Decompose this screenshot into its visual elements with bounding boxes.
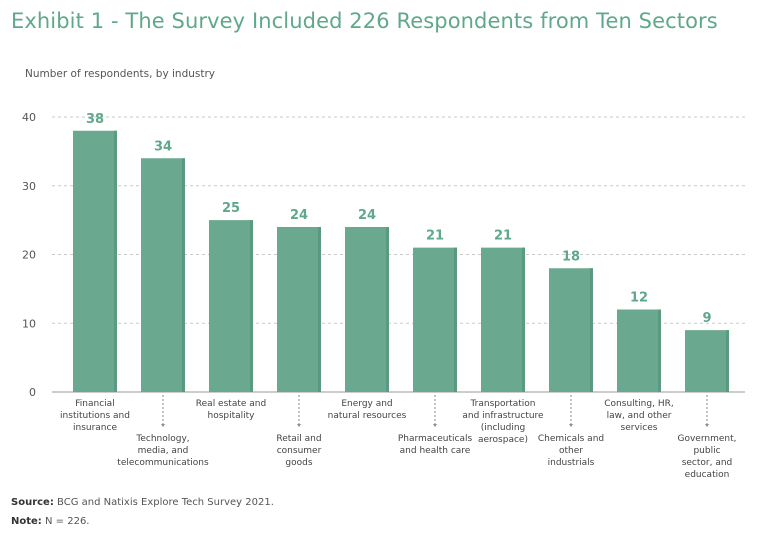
- category-label: Government, public sector, and education: [678, 434, 737, 480]
- category-label-line: and infrastructure: [462, 411, 544, 421]
- footer: Source: BCG and Natixis Explore Tech Sur…: [11, 497, 274, 535]
- data-label: 24: [290, 208, 308, 223]
- bar: [685, 330, 729, 392]
- source-label: Source:: [11, 497, 54, 508]
- category-label: Financial institutions and insurance: [60, 399, 130, 433]
- category-label-line: insurance: [73, 423, 117, 433]
- connector-arrow: [297, 424, 301, 427]
- data-label: 18: [562, 249, 580, 264]
- y-tick-label: 40: [22, 111, 36, 124]
- category-label-line: Consulting, HR,: [604, 399, 673, 409]
- bar: [617, 309, 661, 392]
- connector-arrow: [705, 424, 709, 427]
- category-label: Real estate and hospitality: [196, 399, 266, 421]
- category-label-line: Chemicals and: [538, 434, 604, 444]
- bar-edge: [522, 247, 525, 392]
- category-label-line: hospitality: [207, 411, 255, 421]
- category-label-line: other: [559, 446, 583, 456]
- data-label: 21: [494, 229, 512, 244]
- data-label: 24: [358, 208, 376, 223]
- chart-title: Exhibit 1 - The Survey Included 226 Resp…: [11, 9, 718, 33]
- category-label-line: Real estate and: [196, 399, 266, 409]
- category-label-line: Energy and: [341, 399, 392, 409]
- category-label-line: industrials: [548, 458, 595, 468]
- source-line: Source: BCG and Natixis Explore Tech Sur…: [11, 497, 274, 508]
- data-label: 38: [86, 112, 104, 127]
- bar: [345, 227, 389, 392]
- category-label-line: telecommunications: [117, 458, 209, 468]
- bar: [141, 158, 185, 392]
- y-axis-label: Number of respondents, by industry: [25, 68, 215, 80]
- category-label-line: aerospace): [478, 435, 528, 445]
- connector-arrow: [433, 424, 437, 427]
- category-label-line: (including: [481, 423, 526, 433]
- category-label-line: Pharmaceuticals: [398, 434, 473, 444]
- category-label-line: Technology,: [135, 434, 189, 444]
- bar: [209, 220, 253, 392]
- y-tick-label: 30: [22, 180, 36, 193]
- note-text: N = 226.: [45, 516, 90, 527]
- category-label-line: goods: [285, 458, 312, 468]
- note-line: Note: N = 226.: [11, 516, 274, 527]
- data-label: 34: [154, 139, 172, 154]
- connector-arrow: [161, 424, 165, 427]
- bar-edge: [386, 227, 389, 392]
- category-label-line: education: [685, 470, 730, 480]
- category-label-line: law, and other: [607, 411, 672, 421]
- category-label-line: Retail and: [276, 434, 321, 444]
- y-tick-label: 0: [29, 386, 36, 399]
- connector-arrow: [569, 424, 573, 427]
- bar: [73, 130, 117, 392]
- category-label: Energy and natural resources: [328, 399, 407, 421]
- bar-edge: [318, 227, 321, 392]
- y-tick-label: 20: [22, 249, 36, 262]
- category-label-line: sector, and: [682, 458, 733, 468]
- bar-chart: Number of respondents, by industry 0 10 20…: [22, 68, 745, 480]
- category-label: Transportation and infrastructure (includi…: [462, 399, 544, 445]
- bar-edge: [658, 309, 661, 392]
- bar-edge: [726, 330, 729, 392]
- bar-edge: [590, 268, 593, 392]
- data-label: 9: [702, 311, 711, 326]
- category-label-line: institutions and: [60, 411, 130, 421]
- category-label-line: public: [693, 446, 720, 456]
- note-label: Note:: [11, 516, 42, 527]
- y-tick-label: 10: [22, 317, 36, 330]
- category-label-line: media, and: [138, 446, 189, 456]
- bar-edge: [114, 130, 117, 392]
- category-label-line: services: [621, 423, 658, 433]
- category-label-line: Government,: [678, 434, 737, 444]
- bar-edge: [182, 158, 185, 392]
- bar: [277, 227, 321, 392]
- category-label-line: Financial: [75, 399, 114, 409]
- category-label-line: and health care: [400, 446, 471, 456]
- category-label: Pharmaceuticals and health care: [398, 434, 473, 456]
- bar-edge: [250, 220, 253, 392]
- data-label: 21: [426, 229, 444, 244]
- category-label-line: Transportation: [470, 399, 536, 409]
- category-label: Chemicals and other industrials: [538, 434, 604, 468]
- data-label: 25: [222, 201, 240, 216]
- category-label: Consulting, HR, law, and other services: [604, 399, 673, 433]
- data-label: 12: [630, 291, 648, 306]
- category-label-line: consumer: [277, 446, 322, 456]
- source-text: BCG and Natixis Explore Tech Survey 2021…: [57, 497, 274, 508]
- bar-edge: [454, 247, 457, 392]
- category-label: Technology, media, and telecommunications: [117, 434, 209, 468]
- bar: [481, 247, 525, 392]
- category-label-line: natural resources: [328, 411, 407, 421]
- bar: [413, 247, 457, 392]
- bar: [549, 268, 593, 392]
- category-label: Retail and consumer goods: [276, 434, 321, 468]
